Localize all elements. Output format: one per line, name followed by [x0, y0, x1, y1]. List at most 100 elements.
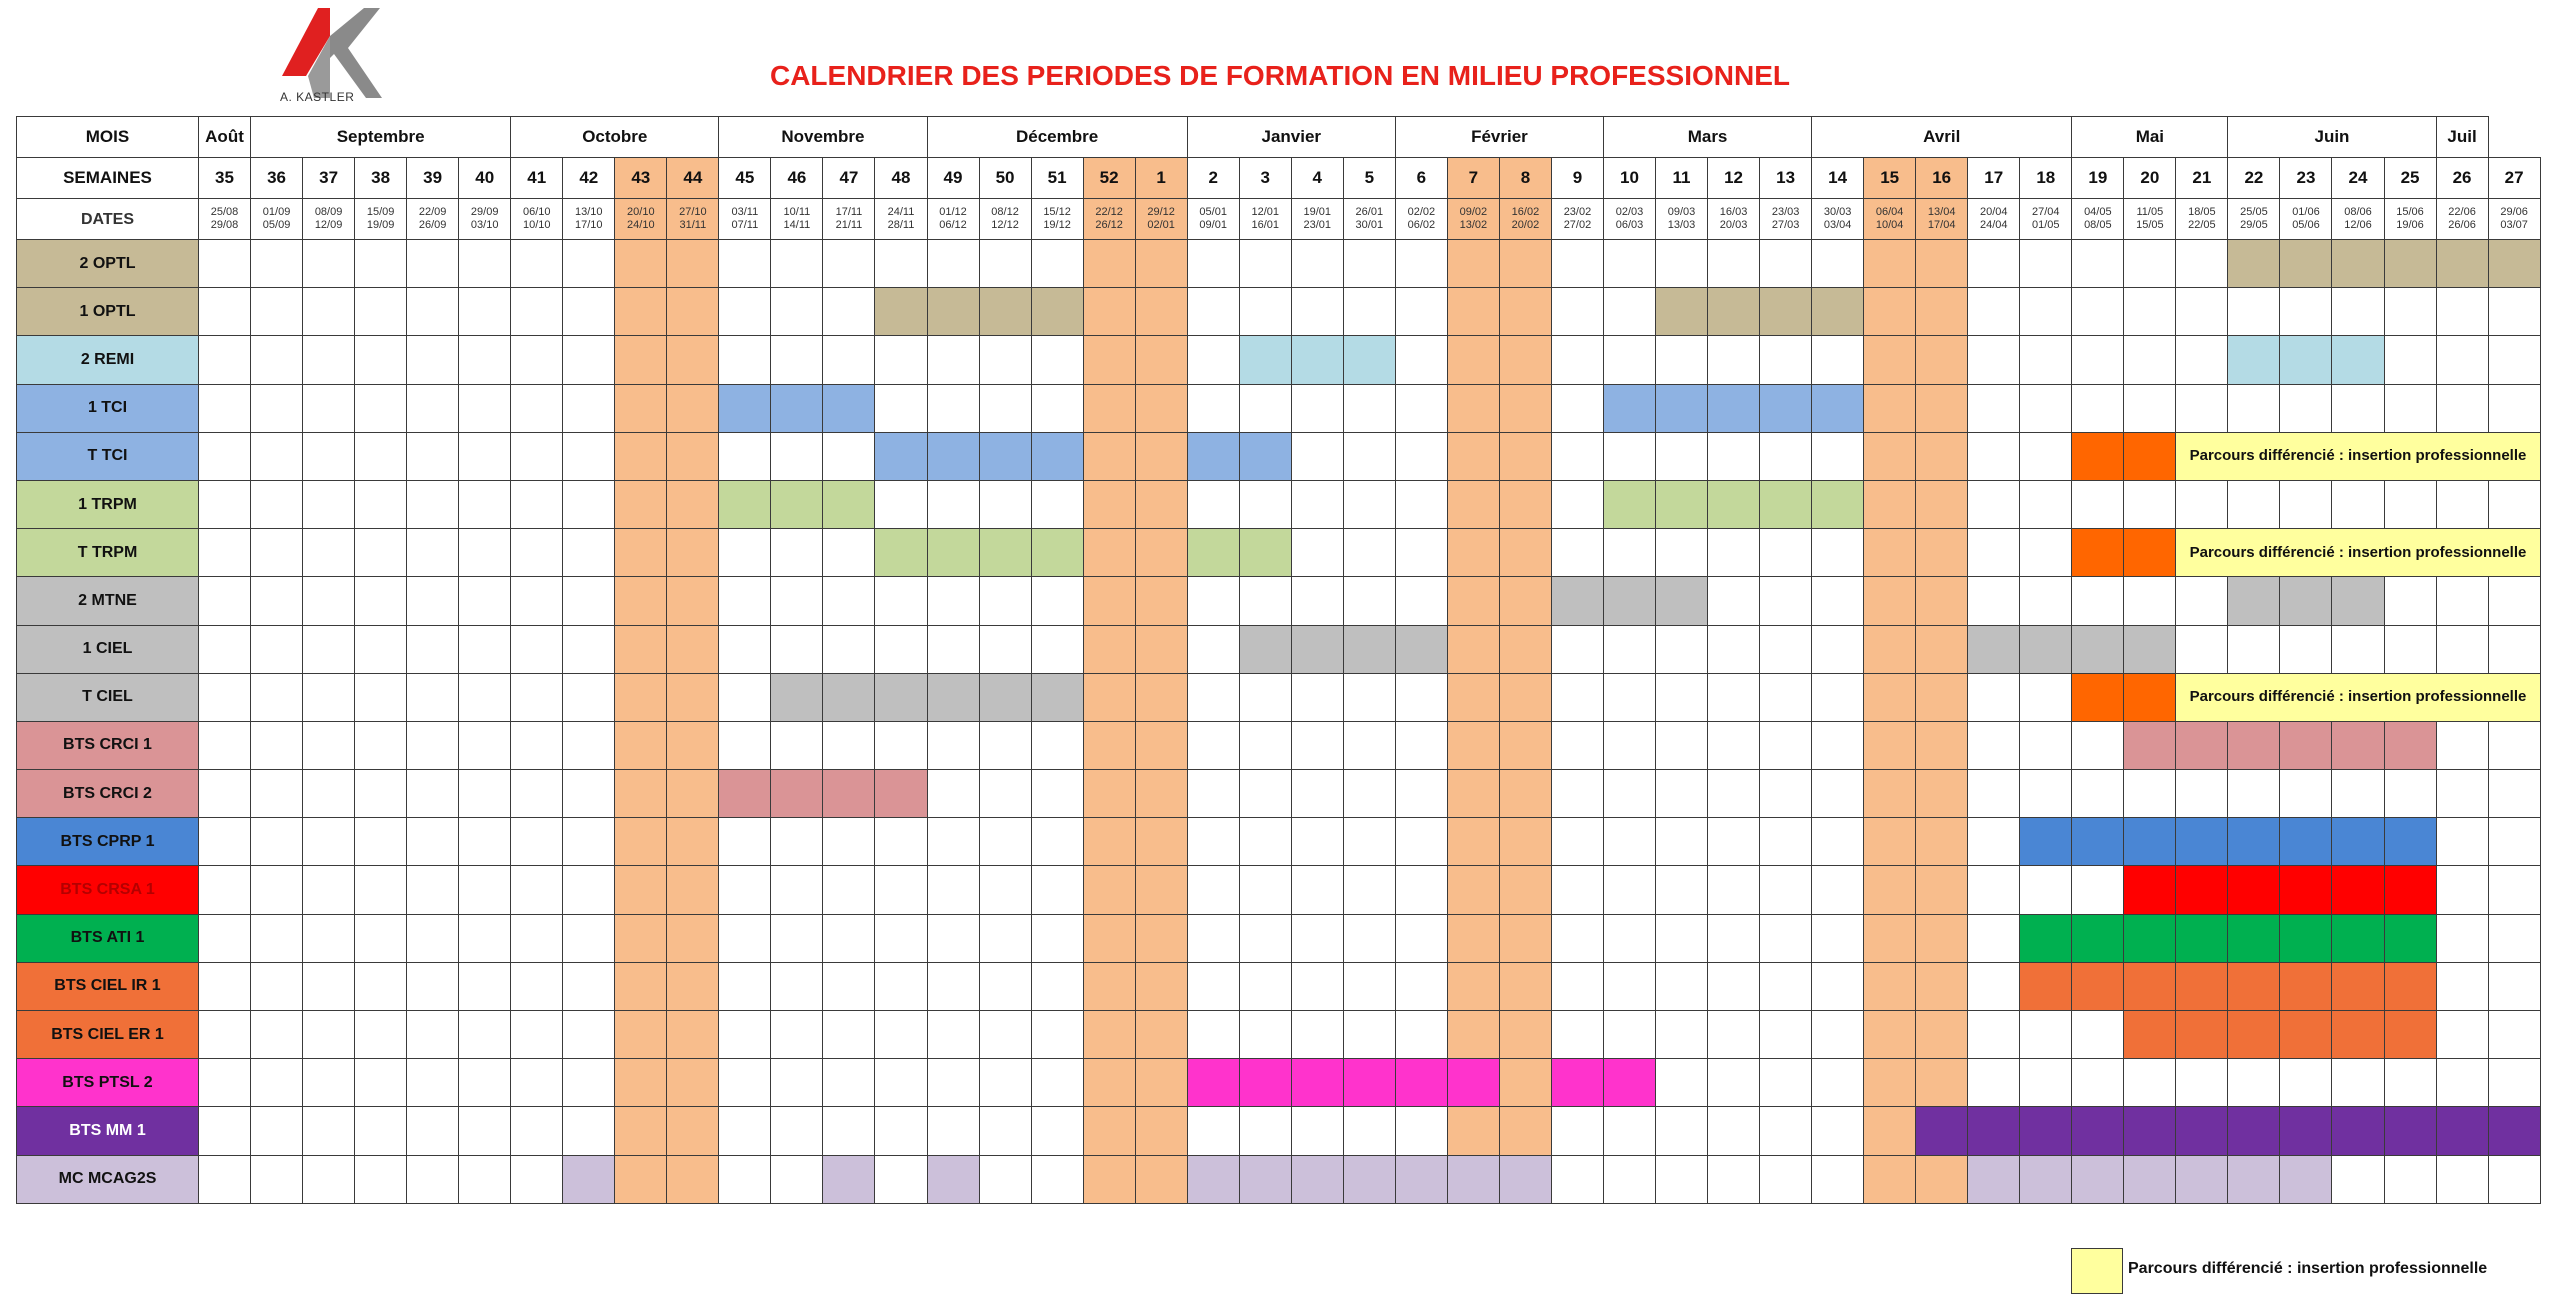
week-number: 37	[302, 157, 356, 199]
empty-cell	[1967, 865, 2021, 915]
holiday-cell	[1134, 865, 1188, 915]
week-number: 7	[1446, 157, 1500, 199]
empty-cell	[2487, 913, 2541, 963]
empty-cell	[1602, 865, 1657, 915]
empty-cell	[302, 1058, 356, 1108]
week-end-date: 28/11	[887, 219, 915, 231]
internship-cell	[2279, 335, 2333, 385]
internship-cell	[2123, 624, 2177, 674]
empty-cell	[1759, 961, 1813, 1012]
internship-cell	[2123, 1154, 2177, 1204]
empty-cell	[1759, 1058, 1813, 1108]
internship-cell	[2227, 865, 2281, 915]
empty-cell	[1550, 431, 1604, 481]
week-dates: 13/04 17/04	[1915, 198, 1969, 240]
class-label: BTS CPRP 1	[16, 817, 199, 867]
week-end-date: 24/10	[627, 219, 655, 231]
empty-cell	[1186, 769, 1240, 819]
empty-cell	[1186, 238, 1240, 289]
legend-label-insertion: Parcours différencié : insertion profess…	[2128, 1260, 2488, 1277]
internship-cell	[2019, 1154, 2073, 1204]
holiday-cell	[1498, 383, 1552, 433]
holiday-cell	[1082, 1106, 1136, 1156]
empty-cell	[2019, 1009, 2073, 1060]
empty-cell	[2487, 961, 2541, 1012]
internship-cell	[1811, 479, 1865, 530]
empty-cell	[2383, 287, 2437, 337]
week-dates: 06/04 10/04	[1863, 198, 1917, 240]
empty-cell	[1967, 576, 2021, 626]
class-label: BTS CIEL ER 1	[16, 1009, 199, 1060]
empty-cell	[1030, 479, 1084, 530]
empty-cell	[2383, 335, 2437, 385]
empty-cell	[1602, 528, 1657, 578]
class-label: T CIEL	[16, 672, 199, 722]
internship-cell	[2019, 817, 2073, 867]
internship-cell	[1394, 1058, 1448, 1108]
empty-cell	[1238, 479, 1292, 530]
empty-cell	[406, 528, 460, 578]
empty-cell	[1238, 817, 1292, 867]
week-dates: 15/12 19/12	[1030, 198, 1084, 240]
empty-cell	[2487, 479, 2541, 530]
holiday-cell	[1446, 624, 1500, 674]
empty-cell	[197, 720, 252, 771]
empty-cell	[978, 1009, 1032, 1060]
empty-cell	[1811, 238, 1865, 289]
empty-cell	[2331, 1154, 2385, 1204]
internship-cell	[2279, 1154, 2333, 1204]
empty-cell	[2123, 1058, 2177, 1108]
empty-cell	[302, 576, 356, 626]
page-title: CALENDRIER DES PERIODES DE FORMATION EN …	[769, 60, 1790, 91]
empty-cell	[822, 528, 876, 578]
empty-cell	[302, 961, 356, 1012]
empty-cell	[406, 576, 460, 626]
empty-cell	[302, 769, 356, 819]
class-row: BTS CRSA 1	[16, 865, 2541, 915]
empty-cell	[2227, 479, 2281, 530]
empty-cell	[1030, 865, 1084, 915]
internship-cell	[1342, 1154, 1396, 1204]
internship-cell	[1707, 383, 1761, 433]
week-end-date: 19/06	[2396, 219, 2424, 231]
empty-cell	[197, 913, 252, 963]
internship-cell	[2331, 238, 2385, 289]
empty-cell	[978, 865, 1032, 915]
empty-cell	[562, 720, 616, 771]
empty-cell	[354, 913, 408, 963]
empty-cell	[1394, 1106, 1448, 1156]
empty-cell	[822, 238, 876, 289]
empty-cell	[718, 528, 772, 578]
week-start-date: 08/12	[991, 206, 1019, 218]
holiday-cell	[1498, 287, 1552, 337]
class-label: T TCI	[16, 431, 199, 481]
empty-cell	[1967, 431, 2021, 481]
empty-cell	[250, 720, 304, 771]
holiday-cell	[614, 817, 668, 867]
holiday-cell	[1863, 1154, 1917, 1204]
empty-cell	[874, 1154, 928, 1204]
week-dates: 20/04 24/04	[1967, 198, 2021, 240]
holiday-cell	[1082, 817, 1136, 867]
empty-cell	[1655, 238, 1709, 289]
empty-cell	[458, 1009, 512, 1060]
week-start-date: 20/04	[1979, 206, 2008, 218]
internship-cell	[1811, 383, 1865, 433]
empty-cell	[2331, 287, 2385, 337]
internship-cell	[2331, 1106, 2385, 1156]
holiday-cell	[1915, 576, 1969, 626]
empty-cell	[874, 1106, 928, 1156]
empty-cell	[1290, 238, 1344, 289]
internship-cell	[1602, 383, 1657, 433]
empty-cell	[1342, 817, 1396, 867]
empty-cell	[1394, 769, 1448, 819]
empty-cell	[2123, 769, 2177, 819]
school-logo	[282, 8, 382, 98]
internship-cell	[2383, 865, 2437, 915]
holiday-cell	[1134, 720, 1188, 771]
week-number: 23	[2279, 157, 2333, 199]
empty-cell	[1394, 913, 1448, 963]
holiday-cell	[666, 431, 720, 481]
weeks-label: SEMAINES	[16, 157, 199, 199]
empty-cell	[2175, 287, 2229, 337]
